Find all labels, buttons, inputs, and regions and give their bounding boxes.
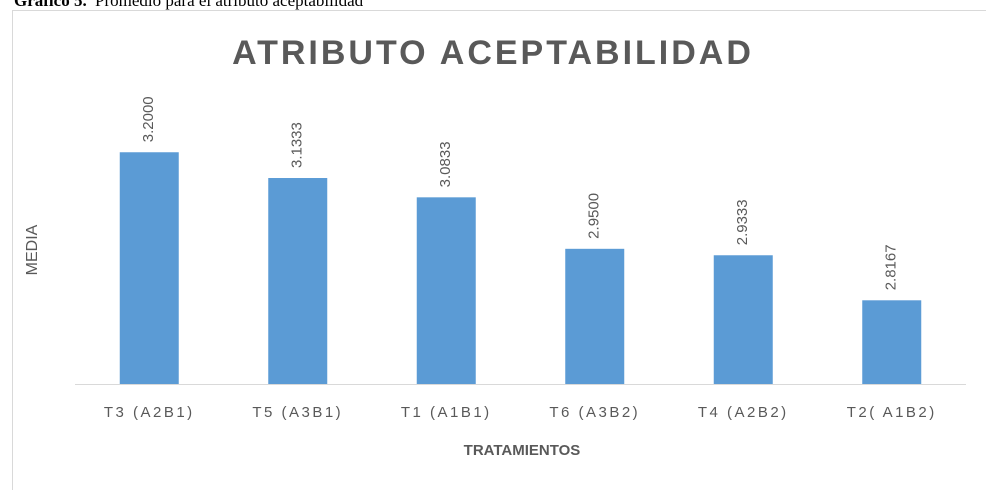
x-tick-label: T1 (A1B1) <box>401 404 492 421</box>
x-tick-label: T2( A1B2) <box>847 404 937 421</box>
x-tick-label: T5 (A3B1) <box>252 404 343 421</box>
y-axis-label: MEDIA <box>24 224 41 275</box>
x-tick-label: T3 (A2B1) <box>104 404 195 421</box>
bar <box>417 197 476 384</box>
data-label: 3.1333 <box>289 122 306 168</box>
caption-label: Gráfico 5. <box>14 0 87 10</box>
bar <box>268 178 327 384</box>
chart-title: ATRIBUTO ACEPTABILIDAD <box>232 34 754 72</box>
data-label: 2.9333 <box>734 199 751 245</box>
data-label: 3.2000 <box>140 96 157 142</box>
x-tick-label: T4 (A2B2) <box>698 404 789 421</box>
bar <box>565 249 624 384</box>
x-tick-label: T6 (A3B2) <box>549 404 640 421</box>
x-axis-label: TRATAMIENTOS <box>464 442 581 459</box>
data-label: 2.8167 <box>883 244 900 290</box>
bar <box>862 300 921 384</box>
bar <box>120 152 179 384</box>
bar <box>714 255 773 384</box>
data-label: 3.0833 <box>437 141 454 187</box>
data-label: 2.9500 <box>586 193 603 239</box>
caption-text: Promedio para el atributo aceptabilidad <box>95 0 364 10</box>
